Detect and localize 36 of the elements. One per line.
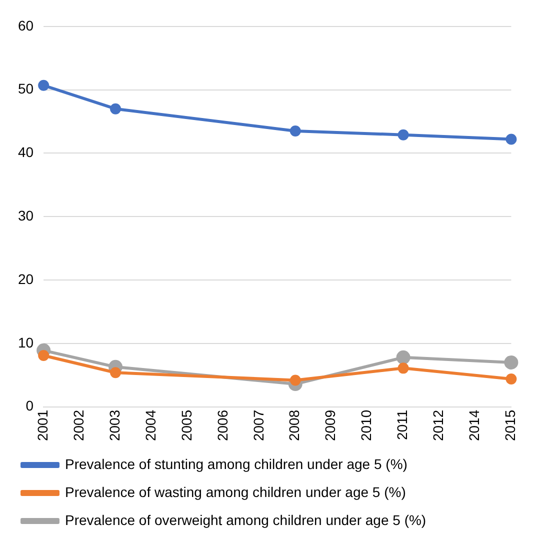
- y-tick-label: 40: [18, 144, 34, 160]
- point: [396, 350, 410, 364]
- legend-label: Prevalence of wasting among children under age 5 (%): [65, 484, 406, 500]
- point: [398, 129, 409, 140]
- x-tick-label: 2003: [106, 410, 122, 442]
- x-tick-label: 2012: [430, 410, 446, 442]
- y-tick-label: 50: [18, 80, 34, 97]
- point: [506, 373, 517, 384]
- point: [38, 80, 50, 91]
- x-tick-label: 2006: [214, 410, 230, 442]
- y-tick-label: 20: [18, 270, 34, 287]
- x-tick-label: 2009: [322, 410, 338, 442]
- x-tick-label: 2002: [70, 410, 86, 442]
- x-tick-label: 2007: [250, 410, 266, 442]
- x-tick-label: 2001: [34, 410, 50, 442]
- point: [290, 374, 301, 386]
- y-tick-label: 10: [18, 334, 34, 350]
- point: [504, 355, 518, 370]
- point: [290, 126, 301, 137]
- legend-label: Prevalence of overweight among children under age 5 (%): [65, 512, 426, 528]
- point: [110, 367, 122, 378]
- point: [398, 362, 409, 374]
- x-tick-label: 2008: [286, 410, 302, 442]
- y-tick-label: 0: [26, 398, 34, 414]
- x-tick-label: 2004: [142, 410, 158, 442]
- point: [110, 103, 122, 114]
- x-tick-label: 2010: [358, 410, 374, 442]
- y-tick-label: 30: [18, 207, 34, 224]
- x-tick-label: 2005: [178, 410, 194, 442]
- legend-label: Prevalence of stunting among children under age 5 (%): [65, 456, 408, 472]
- point: [38, 350, 50, 361]
- x-tick-label: 2014: [466, 410, 482, 442]
- y-tick-label: 60: [18, 17, 34, 34]
- x-tick-label: 2011: [394, 410, 410, 440]
- x-tick-label: 2015: [502, 410, 518, 442]
- point: [506, 134, 517, 145]
